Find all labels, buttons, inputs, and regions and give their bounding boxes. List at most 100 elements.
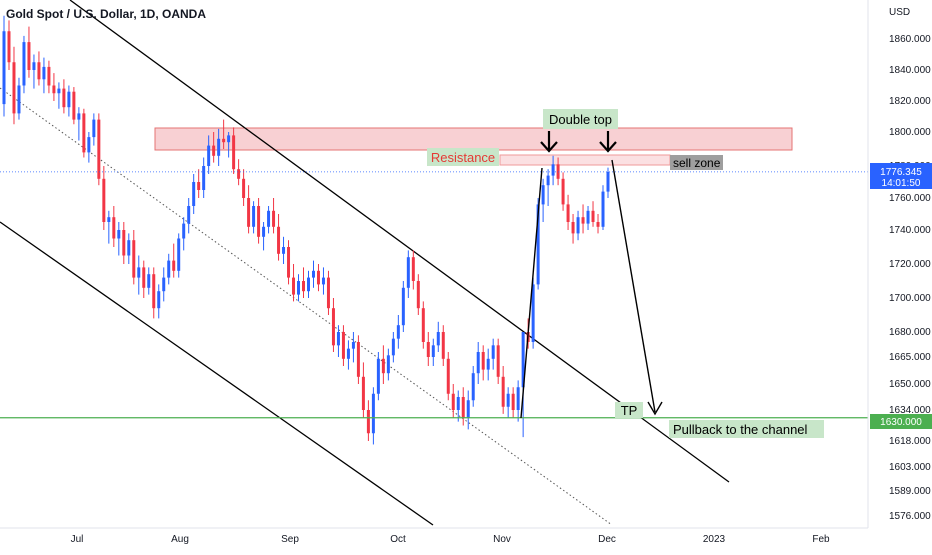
candle-body[interactable] xyxy=(117,230,121,239)
candle-body[interactable] xyxy=(212,145,216,156)
candle-body[interactable] xyxy=(326,277,330,309)
channel-lower-line[interactable] xyxy=(0,221,434,526)
candle-body[interactable] xyxy=(311,270,315,278)
candle-body[interactable] xyxy=(341,332,345,359)
channel-mid-line[interactable] xyxy=(0,87,613,526)
candle-body[interactable] xyxy=(461,397,465,418)
candle-body[interactable] xyxy=(436,332,440,346)
candle-body[interactable] xyxy=(247,198,251,227)
candle-body[interactable] xyxy=(237,169,241,179)
candle-body[interactable] xyxy=(476,352,480,374)
candle-body[interactable] xyxy=(381,358,385,374)
candle-body[interactable] xyxy=(516,387,520,410)
candle-body[interactable] xyxy=(92,119,96,138)
candle-body[interactable] xyxy=(376,358,380,394)
candle-body[interactable] xyxy=(252,206,256,227)
candle-body[interactable] xyxy=(346,348,350,359)
candle-body[interactable] xyxy=(581,217,585,224)
candle-body[interactable] xyxy=(62,88,66,108)
candle-body[interactable] xyxy=(386,355,390,374)
candle-body[interactable] xyxy=(451,393,455,410)
candle-body[interactable] xyxy=(316,270,320,285)
candle-body[interactable] xyxy=(227,135,231,143)
candle-body[interactable] xyxy=(207,145,211,166)
candle-body[interactable] xyxy=(47,66,51,86)
candle-body[interactable] xyxy=(401,287,405,326)
candle-body[interactable] xyxy=(12,62,16,114)
candle-body[interactable] xyxy=(496,345,500,377)
candle-body[interactable] xyxy=(242,178,246,198)
candle-body[interactable] xyxy=(97,119,101,179)
candle-body[interactable] xyxy=(606,171,610,192)
candle-body[interactable] xyxy=(42,66,46,80)
candle-body[interactable] xyxy=(506,393,510,407)
candle-body[interactable] xyxy=(361,376,365,410)
candle-body[interactable] xyxy=(546,175,550,186)
candle-body[interactable] xyxy=(601,191,605,227)
candle-body[interactable] xyxy=(57,88,61,94)
candle-body[interactable] xyxy=(306,277,310,292)
candle-body[interactable] xyxy=(501,376,505,407)
candle-body[interactable] xyxy=(456,397,460,410)
candle-body[interactable] xyxy=(52,85,56,94)
candle-body[interactable] xyxy=(277,226,281,254)
candle-body[interactable] xyxy=(287,247,291,278)
candle-body[interactable] xyxy=(37,62,41,80)
tp-price-badge[interactable] xyxy=(870,414,932,429)
candle-body[interactable] xyxy=(541,185,545,205)
impulse-line[interactable] xyxy=(520,167,543,419)
candle-body[interactable] xyxy=(272,210,276,227)
candle-body[interactable] xyxy=(172,260,176,271)
candle-body[interactable] xyxy=(257,206,261,237)
candle-body[interactable] xyxy=(356,342,360,377)
candle-body[interactable] xyxy=(107,217,111,222)
candle-body[interactable] xyxy=(157,291,161,309)
candle-body[interactable] xyxy=(331,308,335,346)
candle-body[interactable] xyxy=(77,113,81,120)
candle-body[interactable] xyxy=(511,393,515,410)
candle-body[interactable] xyxy=(396,325,400,339)
candle-body[interactable] xyxy=(182,223,186,239)
candle-body[interactable] xyxy=(566,204,570,222)
candle-body[interactable] xyxy=(122,230,126,256)
candle-body[interactable] xyxy=(297,281,301,295)
candle-body[interactable] xyxy=(152,274,156,309)
candle-body[interactable] xyxy=(366,410,370,434)
candle-body[interactable] xyxy=(87,137,91,153)
candle-body[interactable] xyxy=(147,274,151,288)
candle-body[interactable] xyxy=(486,358,490,370)
candle-body[interactable] xyxy=(586,210,590,224)
candle-body[interactable] xyxy=(481,352,485,370)
candle-body[interactable] xyxy=(466,400,470,418)
candle-body[interactable] xyxy=(262,226,266,237)
candle-body[interactable] xyxy=(426,342,430,357)
candle-body[interactable] xyxy=(232,135,236,170)
candle-body[interactable] xyxy=(336,332,340,346)
candle-body[interactable] xyxy=(267,210,271,227)
candle-body[interactable] xyxy=(2,31,6,105)
candle-body[interactable] xyxy=(82,113,86,153)
candle-body[interactable] xyxy=(302,281,306,292)
candle-body[interactable] xyxy=(471,373,475,401)
candle-body[interactable] xyxy=(132,240,136,278)
candle-body[interactable] xyxy=(321,277,325,285)
candle-body[interactable] xyxy=(596,222,600,227)
candle-body[interactable] xyxy=(222,138,226,143)
sell-zone-band[interactable] xyxy=(499,154,671,166)
candle-body[interactable] xyxy=(551,164,555,176)
candle-body[interactable] xyxy=(441,332,445,359)
candle-body[interactable] xyxy=(127,240,131,256)
candle-body[interactable] xyxy=(32,62,36,70)
candle-body[interactable] xyxy=(391,338,395,356)
candle-body[interactable] xyxy=(197,182,201,190)
candle-body[interactable] xyxy=(282,247,286,254)
candle-body[interactable] xyxy=(162,277,166,292)
candle-body[interactable] xyxy=(406,257,410,288)
candle-body[interactable] xyxy=(22,42,26,86)
candle-body[interactable] xyxy=(571,222,575,234)
candle-body[interactable] xyxy=(561,178,565,205)
candle-body[interactable] xyxy=(7,31,11,63)
candle-body[interactable] xyxy=(27,42,31,70)
candle-body[interactable] xyxy=(491,345,495,359)
